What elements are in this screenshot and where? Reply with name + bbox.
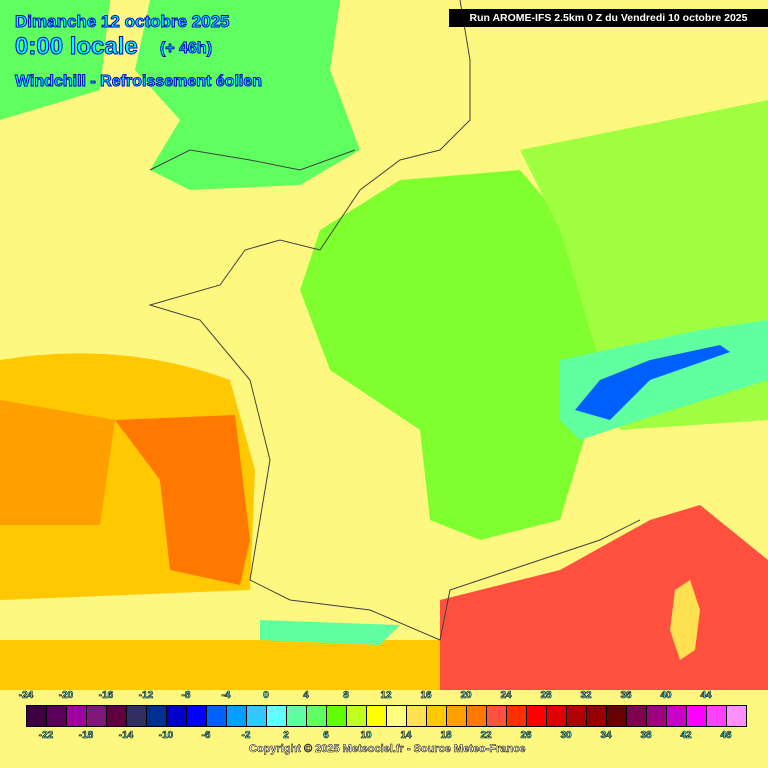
legend-label-top: -4 xyxy=(221,690,231,702)
legend-swatch xyxy=(127,706,147,726)
legend-swatch xyxy=(107,706,127,726)
legend-label-bottom: 10 xyxy=(360,730,372,742)
legend-swatch xyxy=(247,706,267,726)
pyrenees-green xyxy=(260,620,400,645)
color-legend xyxy=(26,705,747,727)
legend-swatch xyxy=(147,706,167,726)
legend-swatch xyxy=(667,706,687,726)
legend-label-top: 40 xyxy=(660,690,672,702)
copyright: Copyright © 2025 Meteociel.fr - Source M… xyxy=(249,743,526,756)
coastlines xyxy=(148,0,641,641)
legend-label-bottom: 14 xyxy=(400,730,412,742)
legend-swatch xyxy=(647,706,667,726)
legend-swatch xyxy=(167,706,187,726)
legend-swatch xyxy=(627,706,647,726)
legend-swatch xyxy=(447,706,467,726)
legend-swatch xyxy=(367,706,387,726)
legend-swatch xyxy=(347,706,367,726)
legend-swatch xyxy=(387,706,407,726)
run-info: Run AROME-IFS 2.5km 0 Z du Vendredi 10 o… xyxy=(449,9,768,27)
legend-label-bottom: 26 xyxy=(520,730,532,742)
legend-swatch xyxy=(327,706,347,726)
legend-label-top: -24 xyxy=(18,690,34,702)
legend-swatch xyxy=(587,706,607,726)
legend-label-top: 16 xyxy=(420,690,432,702)
legend-swatch xyxy=(47,706,67,726)
legend-label-bottom: 6 xyxy=(323,730,329,742)
uk-green xyxy=(135,0,360,190)
legend-label-bottom: -10 xyxy=(158,730,174,742)
legend-swatch xyxy=(527,706,547,726)
legend-label-bottom: 22 xyxy=(480,730,492,742)
forecast-date: Dimanche 12 octobre 2025 xyxy=(14,12,230,32)
legend-swatch xyxy=(207,706,227,726)
legend-label-top: 0 xyxy=(263,690,269,702)
legend-swatch xyxy=(427,706,447,726)
west-orange-zone xyxy=(0,400,115,525)
legend-label-top: -12 xyxy=(138,690,154,702)
spain-orange xyxy=(0,640,440,690)
legend-label-top: -8 xyxy=(181,690,191,702)
legend-label-bottom: -14 xyxy=(118,730,134,742)
france-green xyxy=(300,170,600,540)
legend-swatch xyxy=(27,706,47,726)
legend-swatch xyxy=(507,706,527,726)
legend-label-bottom: 46 xyxy=(720,730,732,742)
legend-swatch xyxy=(567,706,587,726)
legend-label-top: 8 xyxy=(343,690,349,702)
legend-swatch xyxy=(687,706,707,726)
legend-swatch xyxy=(187,706,207,726)
legend-swatch xyxy=(547,706,567,726)
legend-label-top: 44 xyxy=(700,690,712,702)
legend-label-top: -16 xyxy=(98,690,114,702)
alps-blue xyxy=(575,345,730,420)
legend-swatch xyxy=(307,706,327,726)
legend-label-bottom: -6 xyxy=(201,730,211,742)
legend-label-top: 24 xyxy=(500,690,512,702)
legend-swatch xyxy=(487,706,507,726)
legend-label-bottom: 2 xyxy=(283,730,289,742)
legend-swatch xyxy=(707,706,727,726)
legend-label-bottom: 38 xyxy=(640,730,652,742)
legend-label-top: 4 xyxy=(303,690,309,702)
legend-swatch xyxy=(287,706,307,726)
legend-swatch xyxy=(87,706,107,726)
legend-swatch xyxy=(407,706,427,726)
parameter-title: Windchill - Refroissement éolien xyxy=(14,73,263,91)
legend-label-bottom: 34 xyxy=(600,730,612,742)
legend-swatch xyxy=(227,706,247,726)
biscay-hot-zone xyxy=(115,415,250,585)
legend-label-bottom: -22 xyxy=(38,730,54,742)
legend-label-top: 32 xyxy=(580,690,592,702)
legend-label-bottom: 18 xyxy=(440,730,452,742)
legend-swatch xyxy=(467,706,487,726)
legend-swatch xyxy=(607,706,627,726)
legend-label-top: 20 xyxy=(460,690,472,702)
legend-label-bottom: 30 xyxy=(560,730,572,742)
legend-label-bottom: -18 xyxy=(78,730,94,742)
legend-swatch xyxy=(67,706,87,726)
legend-label-top: 12 xyxy=(380,690,392,702)
legend-swatch xyxy=(727,706,746,726)
legend-label-bottom: -2 xyxy=(241,730,251,742)
forecast-lead: (+ 46h) xyxy=(159,40,213,58)
legend-swatch xyxy=(267,706,287,726)
corsica xyxy=(670,580,700,660)
legend-label-bottom: 42 xyxy=(680,730,692,742)
legend-label-top: 36 xyxy=(620,690,632,702)
legend-label-top: -20 xyxy=(58,690,74,702)
ireland-green xyxy=(0,0,110,120)
legend-label-top: 28 xyxy=(540,690,552,702)
forecast-time: 0:00 locale xyxy=(15,33,139,61)
